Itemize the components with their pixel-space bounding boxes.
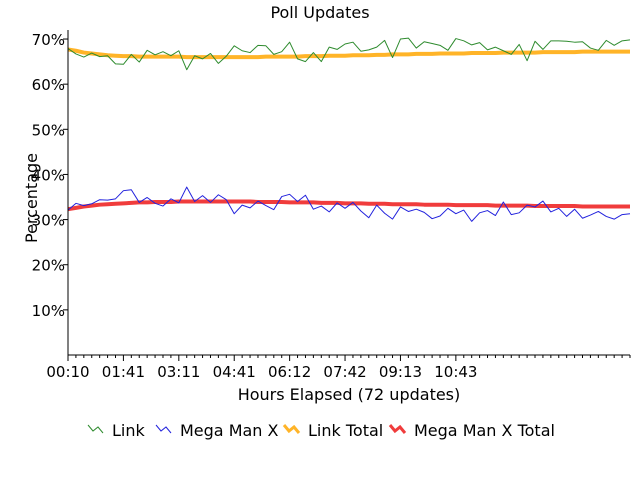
legend-label: Link Total [308, 421, 383, 440]
x-tick-label: 07:42 [323, 363, 366, 381]
series-line-mega-man-x [67, 186, 631, 222]
series-line-link-total [67, 47, 630, 60]
y-tick-label: 50% [32, 121, 65, 139]
series-lines [67, 37, 631, 222]
x-tick-label: 01:41 [102, 363, 145, 381]
x-tick-label: 06:12 [268, 363, 311, 381]
legend-swatch [87, 424, 104, 434]
y-tick-label: 30% [32, 212, 65, 230]
x-tick-label: 09:13 [379, 363, 422, 381]
y-axis-ticks: 10% 20% 30% 40% 50% 60% 70% [32, 31, 68, 320]
legend: Link Mega Man X Link Total Mega Man X Total [87, 421, 555, 440]
x-axis-ticks: 00:10 01:41 03:11 04:41 06:12 07:42 09:13 10:43 [46, 355, 631, 381]
series-line-link [67, 37, 631, 71]
y-tick-label: 70% [32, 31, 65, 49]
x-tick-label: 10:43 [434, 363, 477, 381]
legend-swatch [155, 424, 172, 434]
x-axis-label: Hours Elapsed (72 updates) [238, 385, 461, 404]
legend-label: Mega Man X [180, 421, 279, 440]
y-tick-label: 60% [32, 76, 65, 94]
y-axis-label: Percentage [22, 153, 41, 243]
plot-area: 10% 20% 30% 40% 50% 60% 70% 00:10 01:41 03:11 04:… [32, 30, 631, 381]
y-tick-label: 10% [32, 302, 65, 320]
x-tick-label: 04:41 [213, 363, 256, 381]
legend-label: Link [112, 421, 146, 440]
chart-title: Poll Updates [270, 3, 369, 22]
x-tick-label: 03:11 [157, 363, 200, 381]
legend-swatch [388, 424, 407, 434]
y-tick-label: 20% [32, 257, 65, 275]
legend-label: Mega Man X Total [414, 421, 555, 440]
x-tick-label: 00:10 [46, 363, 89, 381]
y-tick-label: 40% [32, 166, 65, 184]
legend-swatch [282, 424, 301, 434]
